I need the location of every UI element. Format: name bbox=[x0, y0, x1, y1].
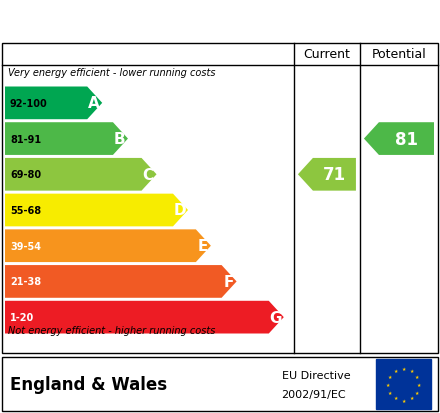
Text: England & Wales: England & Wales bbox=[10, 375, 167, 393]
Text: A: A bbox=[88, 96, 100, 111]
Text: ★: ★ bbox=[386, 382, 390, 387]
Text: ★: ★ bbox=[417, 382, 421, 387]
Text: 69-80: 69-80 bbox=[10, 170, 41, 180]
Text: 81-91: 81-91 bbox=[10, 134, 41, 144]
Text: Not energy efficient - higher running costs: Not energy efficient - higher running co… bbox=[8, 325, 215, 335]
Text: F: F bbox=[223, 274, 234, 289]
Polygon shape bbox=[5, 87, 102, 120]
Text: ★: ★ bbox=[388, 374, 392, 379]
Text: G: G bbox=[269, 310, 282, 325]
Text: Energy Efficiency Rating: Energy Efficiency Rating bbox=[11, 11, 307, 31]
Text: ★: ★ bbox=[394, 368, 398, 373]
Text: ★: ★ bbox=[415, 389, 419, 394]
Text: B: B bbox=[114, 132, 125, 147]
Polygon shape bbox=[5, 230, 211, 262]
Text: E: E bbox=[198, 239, 208, 254]
Text: C: C bbox=[143, 167, 154, 183]
Polygon shape bbox=[5, 159, 157, 191]
Text: ★: ★ bbox=[409, 368, 414, 373]
Text: 92-100: 92-100 bbox=[10, 99, 48, 109]
Text: 71: 71 bbox=[323, 166, 346, 184]
Bar bbox=[376, 359, 431, 409]
Text: 39-54: 39-54 bbox=[10, 241, 41, 251]
Text: D: D bbox=[173, 203, 186, 218]
Text: ★: ★ bbox=[415, 374, 419, 379]
Polygon shape bbox=[298, 159, 356, 191]
Text: ★: ★ bbox=[402, 366, 406, 370]
Text: EU Directive: EU Directive bbox=[282, 370, 350, 380]
Text: 55-68: 55-68 bbox=[10, 206, 41, 216]
Text: ★: ★ bbox=[394, 395, 398, 400]
Text: ★: ★ bbox=[409, 395, 414, 400]
Polygon shape bbox=[5, 301, 284, 334]
Text: 21-38: 21-38 bbox=[10, 277, 41, 287]
Text: 2002/91/EC: 2002/91/EC bbox=[282, 389, 346, 399]
Polygon shape bbox=[364, 123, 434, 156]
Text: ★: ★ bbox=[388, 389, 392, 394]
Text: Potential: Potential bbox=[372, 47, 426, 60]
Text: ★: ★ bbox=[402, 398, 406, 403]
Text: 1-20: 1-20 bbox=[10, 312, 34, 323]
Polygon shape bbox=[5, 123, 128, 156]
Text: Very energy efficient - lower running costs: Very energy efficient - lower running co… bbox=[8, 68, 216, 78]
Text: Current: Current bbox=[304, 47, 350, 60]
Polygon shape bbox=[5, 194, 188, 227]
Text: 81: 81 bbox=[395, 130, 418, 148]
Polygon shape bbox=[5, 266, 237, 298]
